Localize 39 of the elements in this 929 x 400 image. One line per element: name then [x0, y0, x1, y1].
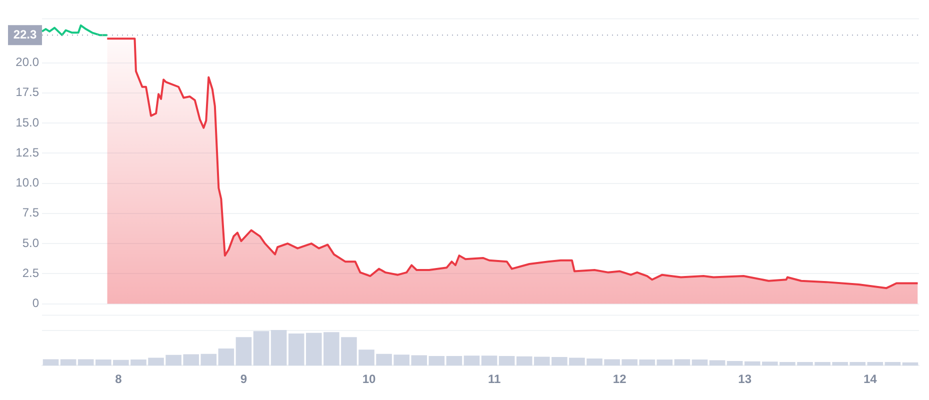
- x-tick-label: 10: [362, 372, 376, 386]
- bar: [464, 356, 480, 366]
- bar: [516, 356, 532, 366]
- bar: [78, 359, 94, 366]
- ref-line-label: 22.3: [13, 27, 37, 42]
- bar: [60, 359, 76, 366]
- y-tick-label: 20.0: [16, 55, 40, 70]
- y-tick-label: 17.5: [16, 85, 40, 100]
- x-tick-label: 11: [488, 372, 501, 386]
- bar: [446, 356, 462, 366]
- x-tick-label: 8: [115, 372, 122, 386]
- bar: [428, 356, 445, 366]
- bar: [236, 337, 252, 366]
- y-tick-label: 7.5: [22, 206, 40, 220]
- x-tick-label: 12: [612, 372, 627, 386]
- y-tick-label: 12.5: [16, 145, 40, 160]
- y-tick-label: 0: [32, 296, 40, 310]
- bar: [42, 359, 59, 366]
- bar: [481, 356, 498, 366]
- bar: [288, 334, 304, 366]
- y-tick-label: 5.0: [22, 236, 40, 250]
- bar: [270, 330, 287, 366]
- bar: [498, 356, 515, 366]
- bar: [709, 360, 726, 366]
- bar: [218, 348, 234, 366]
- bar: [884, 362, 901, 366]
- bar: [867, 362, 884, 366]
- y-tick-label: 15.0: [16, 115, 40, 130]
- x-tick-label: 9: [240, 372, 248, 386]
- bar: [656, 360, 673, 366]
- x-tick-label: 14: [863, 372, 878, 386]
- y-tick-label: 2.5: [22, 266, 40, 280]
- y-tick-label: 10.0: [16, 176, 40, 190]
- bar: [902, 362, 918, 366]
- bar: [674, 359, 690, 366]
- bar: [692, 360, 708, 366]
- x-tick-label: 13: [738, 372, 752, 386]
- bar: [253, 331, 270, 366]
- bar: [726, 360, 743, 366]
